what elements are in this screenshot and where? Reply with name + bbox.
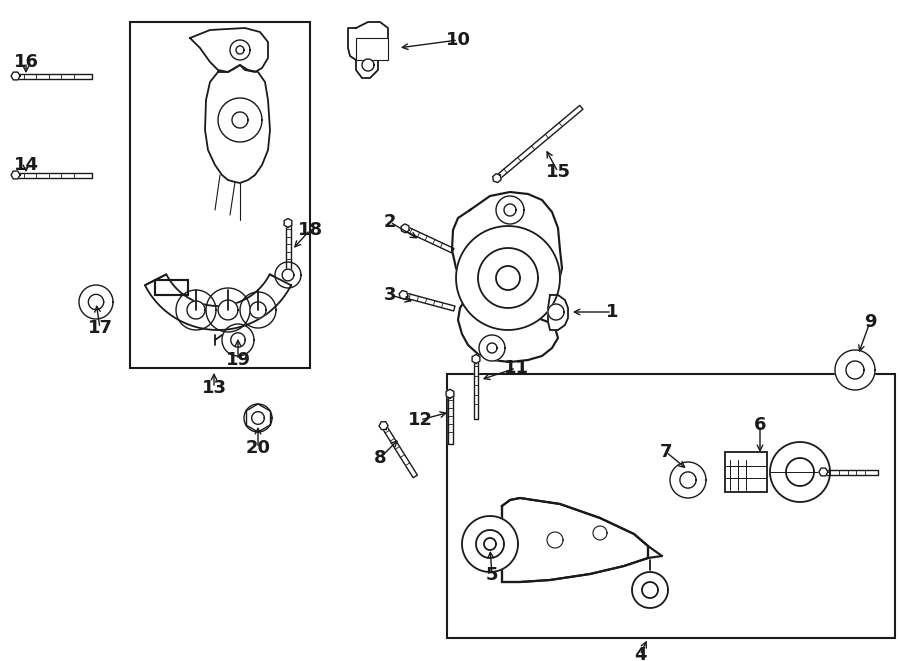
Polygon shape — [399, 291, 408, 299]
Polygon shape — [492, 174, 501, 182]
Polygon shape — [11, 171, 20, 179]
Polygon shape — [406, 227, 454, 253]
Polygon shape — [548, 304, 564, 320]
Text: 2: 2 — [383, 213, 396, 231]
Polygon shape — [18, 73, 92, 79]
Polygon shape — [348, 22, 388, 78]
Polygon shape — [218, 98, 262, 142]
Polygon shape — [401, 224, 410, 233]
Text: 3: 3 — [383, 286, 396, 304]
Text: 8: 8 — [374, 449, 386, 467]
Polygon shape — [206, 288, 250, 332]
Polygon shape — [786, 458, 814, 486]
Polygon shape — [252, 412, 265, 424]
Polygon shape — [680, 472, 696, 488]
Bar — [356, 38, 388, 60]
Polygon shape — [462, 516, 518, 572]
Polygon shape — [446, 389, 454, 398]
Polygon shape — [79, 285, 113, 319]
Text: 5: 5 — [486, 566, 499, 584]
Text: 4: 4 — [634, 646, 646, 661]
Polygon shape — [379, 422, 388, 430]
Polygon shape — [190, 28, 268, 72]
Text: 15: 15 — [545, 163, 571, 181]
Polygon shape — [222, 324, 254, 356]
Text: 19: 19 — [226, 351, 250, 369]
Polygon shape — [819, 468, 828, 476]
Polygon shape — [230, 40, 250, 60]
Polygon shape — [405, 293, 455, 311]
Text: 11: 11 — [503, 359, 528, 377]
Polygon shape — [236, 46, 244, 54]
Text: 17: 17 — [87, 319, 112, 337]
Text: 18: 18 — [297, 221, 322, 239]
Polygon shape — [275, 262, 301, 288]
Text: 1: 1 — [606, 303, 618, 321]
Polygon shape — [218, 300, 238, 320]
Polygon shape — [452, 192, 562, 362]
FancyBboxPatch shape — [130, 22, 310, 368]
Polygon shape — [642, 582, 658, 598]
Polygon shape — [632, 572, 668, 608]
Polygon shape — [593, 526, 607, 540]
Polygon shape — [145, 274, 291, 330]
Text: 9: 9 — [864, 313, 877, 331]
Text: 20: 20 — [246, 439, 271, 457]
Polygon shape — [478, 248, 538, 308]
Text: 14: 14 — [14, 156, 39, 174]
Polygon shape — [497, 105, 583, 178]
Polygon shape — [487, 343, 497, 353]
Polygon shape — [502, 498, 648, 582]
Text: 12: 12 — [408, 411, 433, 429]
Polygon shape — [283, 269, 293, 281]
Polygon shape — [456, 226, 560, 330]
Text: 6: 6 — [754, 416, 766, 434]
Polygon shape — [484, 538, 496, 550]
Text: 16: 16 — [14, 53, 39, 71]
Polygon shape — [244, 404, 272, 432]
Polygon shape — [504, 204, 516, 216]
Polygon shape — [382, 426, 418, 478]
Bar — [725, 452, 767, 492]
Text: 10: 10 — [446, 31, 471, 49]
Polygon shape — [176, 290, 216, 330]
Polygon shape — [88, 294, 104, 309]
Polygon shape — [205, 65, 270, 183]
Polygon shape — [547, 532, 563, 548]
Polygon shape — [284, 218, 292, 227]
Polygon shape — [285, 225, 291, 271]
Polygon shape — [479, 335, 505, 361]
Text: 13: 13 — [202, 379, 227, 397]
Polygon shape — [496, 266, 520, 290]
Polygon shape — [362, 59, 374, 71]
Polygon shape — [11, 72, 20, 80]
Polygon shape — [230, 332, 245, 347]
Polygon shape — [187, 301, 205, 319]
Polygon shape — [846, 361, 864, 379]
FancyBboxPatch shape — [447, 374, 895, 638]
Polygon shape — [240, 292, 276, 328]
Text: 7: 7 — [660, 443, 672, 461]
Polygon shape — [770, 442, 830, 502]
Polygon shape — [476, 530, 504, 558]
Polygon shape — [496, 196, 524, 224]
Polygon shape — [473, 361, 479, 419]
Polygon shape — [472, 354, 480, 364]
Polygon shape — [835, 350, 875, 390]
Polygon shape — [250, 302, 266, 318]
Polygon shape — [670, 462, 706, 498]
Polygon shape — [825, 469, 878, 475]
Polygon shape — [548, 295, 568, 330]
Polygon shape — [447, 396, 453, 444]
Polygon shape — [18, 173, 92, 178]
Polygon shape — [232, 112, 248, 128]
